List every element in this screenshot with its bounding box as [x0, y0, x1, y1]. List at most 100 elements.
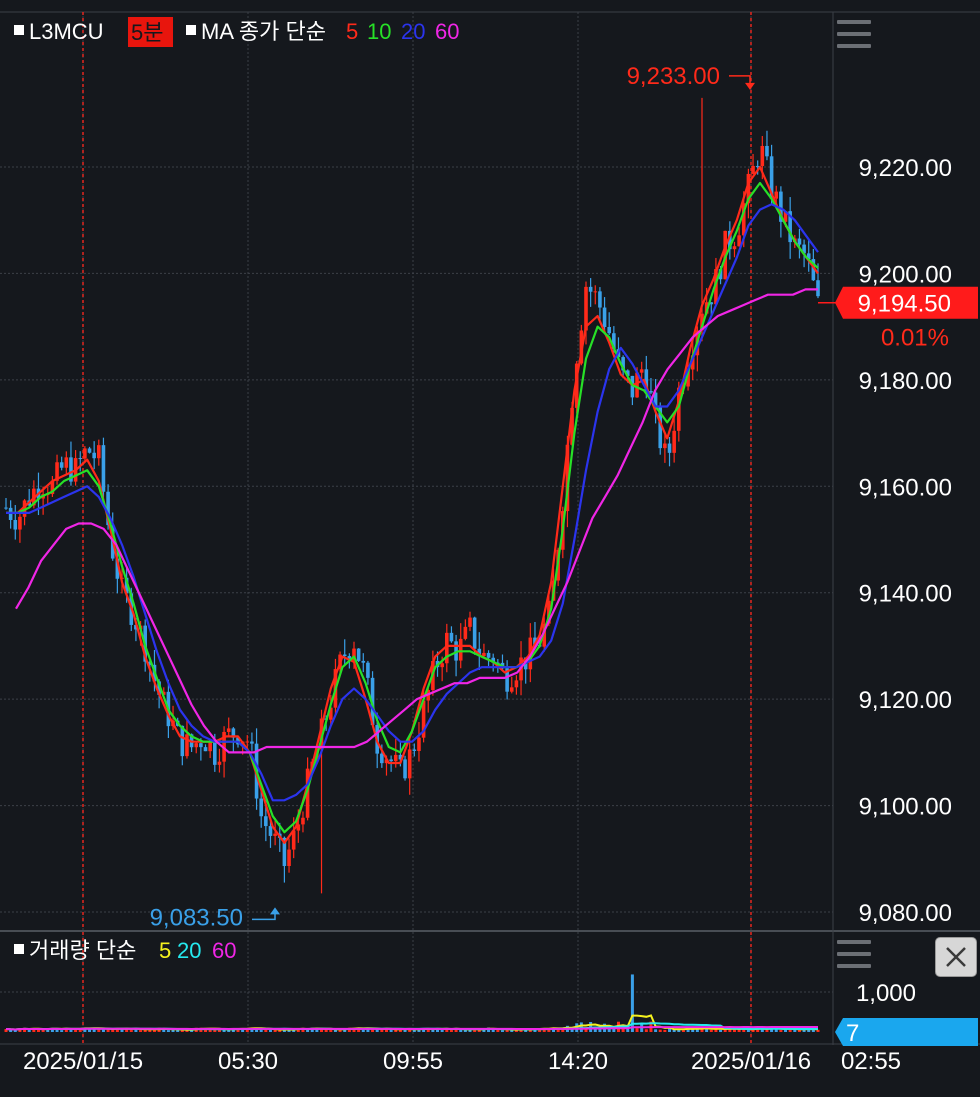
candle-body: [157, 681, 161, 695]
ma-line-60: [15, 288, 818, 754]
candle-body: [291, 830, 296, 850]
volume-bar: [148, 1029, 152, 1032]
candle-body: [658, 407, 663, 449]
candle-body: [403, 759, 407, 779]
volume-bar: [774, 1028, 778, 1032]
volume-bar: [500, 1030, 504, 1032]
volume-bar: [361, 1029, 365, 1032]
candle-body: [185, 734, 189, 757]
volume-tick-label: 1,000: [856, 980, 916, 1007]
candle-body: [542, 623, 547, 647]
candle-body: [602, 307, 607, 327]
candle-body: [746, 173, 751, 204]
time-tick-label: 14:20: [548, 1048, 608, 1075]
volume-bar: [352, 1028, 356, 1032]
volume-bar: [180, 1029, 184, 1032]
price-tick-label: 9,100.00: [859, 794, 952, 821]
volume-bar: [784, 1029, 788, 1032]
low-marker-label: 9,083.50: [150, 904, 243, 931]
volume-bar: [97, 1027, 101, 1032]
candle-body: [4, 507, 8, 509]
volume-bar: [115, 1027, 119, 1032]
price-change-label: 0.01%: [881, 325, 949, 352]
vol-ma20-legend: 20: [177, 938, 201, 963]
volume-bar: [394, 1029, 398, 1032]
volume-bar: [505, 1028, 509, 1032]
candle-body: [737, 235, 741, 247]
candle-body: [319, 718, 324, 750]
candle-body: [728, 230, 732, 250]
interval-badge[interactable]: [128, 17, 173, 47]
candle-body: [472, 617, 477, 649]
candle-body: [458, 638, 463, 661]
volume-bar: [445, 1028, 449, 1032]
symbol-label[interactable]: L3MCU: [29, 19, 104, 44]
candle-body: [380, 753, 384, 764]
interval-label[interactable]: 5분: [131, 20, 163, 45]
candle-body: [732, 246, 737, 250]
price-tick-label: 9,120.00: [859, 687, 952, 714]
ma5-legend: 5: [346, 19, 358, 44]
volume-bar: [570, 1027, 574, 1032]
price-tick-label: 9,160.00: [859, 474, 952, 501]
candle-body: [491, 657, 495, 663]
menu-icon[interactable]: [837, 938, 871, 970]
menu-icon[interactable]: [837, 18, 871, 50]
volume-bar: [32, 1029, 36, 1032]
candle-body: [250, 741, 254, 744]
candle-body: [259, 798, 263, 817]
candle-body: [653, 392, 658, 408]
price-tick-label: 9,200.00: [859, 261, 952, 288]
volume-legend-label[interactable]: 거래량 단순: [29, 938, 136, 963]
volume-bar: [9, 1029, 13, 1032]
volume-bar: [538, 1028, 542, 1032]
volume-bar: [528, 1030, 532, 1032]
volume-bar: [561, 1028, 565, 1032]
candle-body: [811, 259, 816, 281]
volume-bar: [301, 1028, 305, 1032]
candle-body: [407, 749, 412, 779]
volume-bar: [166, 1030, 170, 1032]
candle-body: [203, 747, 208, 752]
volume-bar: [306, 1029, 310, 1032]
volume-bar: [412, 1029, 416, 1032]
candle-body: [816, 280, 820, 297]
volume-bar: [658, 1029, 662, 1032]
candle-body: [769, 156, 774, 199]
volume-bar: [315, 1028, 319, 1032]
candle-body: [704, 302, 709, 314]
volume-bar: [468, 1029, 472, 1032]
volume-bar: [213, 1030, 217, 1032]
candle-body: [245, 741, 250, 743]
volume-bar: [700, 1027, 704, 1032]
candle-body: [509, 687, 514, 692]
volume-bar: [92, 1029, 96, 1032]
candle-body: [124, 577, 129, 594]
candle-body: [686, 369, 690, 387]
volume-bar: [222, 1029, 226, 1032]
volume-bar: [324, 1029, 328, 1032]
ma-legend-label[interactable]: MA 종가 단순: [201, 19, 326, 44]
legend-square-icon: [186, 25, 196, 35]
ma-line-20: [6, 203, 819, 802]
volume-bar: [760, 1028, 764, 1032]
volume-bar: [310, 1027, 314, 1032]
candle-body: [412, 749, 417, 751]
volume-bar: [802, 1029, 806, 1032]
volume-bar: [426, 1028, 430, 1032]
volume-bar: [691, 1028, 695, 1032]
candle-body: [59, 462, 64, 468]
candle-body: [180, 725, 185, 757]
candle-body: [505, 668, 509, 692]
volume-bar: [440, 1029, 444, 1032]
close-button[interactable]: [935, 937, 977, 977]
candle-body: [69, 457, 73, 482]
candle-body: [50, 480, 55, 495]
volume-bar: [510, 1029, 514, 1032]
main-legend: L3MCU 5분 MA 종가 단순 5 10 20 60: [14, 17, 459, 47]
candle-body: [625, 370, 630, 376]
volume-bar: [264, 1029, 268, 1032]
volume-bar: [705, 1028, 709, 1032]
